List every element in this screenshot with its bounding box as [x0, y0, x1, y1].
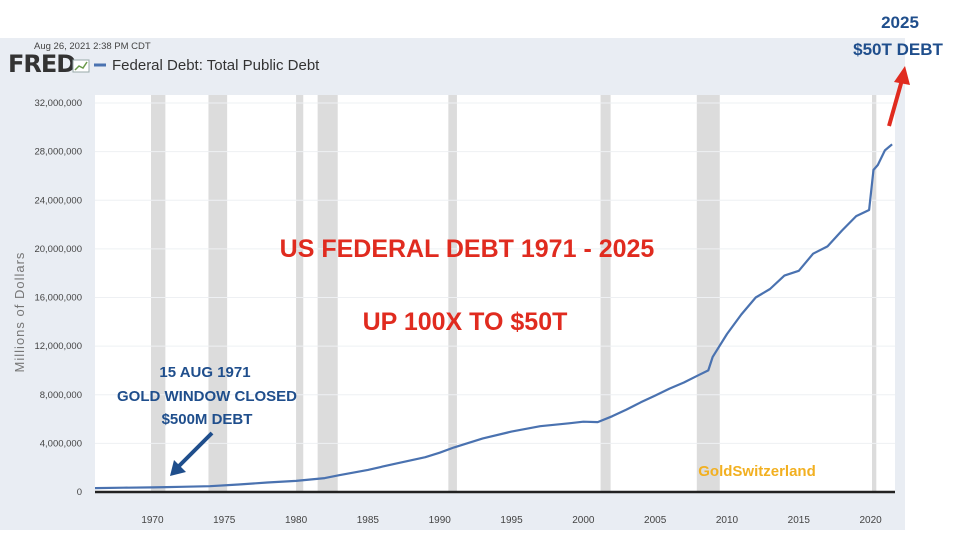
x-tick-label: 2010: [716, 515, 739, 526]
x-tick-label: 1990: [429, 515, 452, 526]
x-tick-label: 1975: [213, 515, 236, 526]
y-tick-label: 12,000,000: [34, 341, 82, 352]
x-axis-tick-labels: 1970 1975 1980 1985 1990 1995 2000 2005 2010 2015…: [141, 515, 882, 526]
watermark: GoldSwitzerland: [698, 463, 816, 480]
y-tick-label: 4,000,000: [40, 438, 82, 449]
x-tick-label: 2020: [859, 515, 882, 526]
y-tick-label: 28,000,000: [34, 147, 82, 158]
y-axis-label: Millions of Dollars: [12, 252, 27, 373]
x-tick-label: 1985: [357, 515, 380, 526]
headline: US FEDERAL DEBT 1971 - 2025: [280, 235, 655, 263]
recession-band-4: [448, 95, 457, 492]
projection-amount: $50T DEBT: [853, 40, 943, 59]
recession-band-5: [600, 95, 611, 492]
gold-window-arrow-icon: [170, 431, 214, 476]
x-tick-label: 2005: [644, 515, 667, 526]
x-tick-label: 2015: [788, 515, 811, 526]
gold-window-event: GOLD WINDOW CLOSED: [117, 388, 297, 405]
chart-icon: [72, 59, 90, 73]
y-axis-tick-labels: 0 4,000,000 8,000,000 12,000,000 16,000,000 2…: [34, 98, 82, 498]
gridlines: [95, 102, 895, 444]
y-tick-label: 20,000,000: [34, 244, 82, 255]
gold-window-date: 15 AUG 1971: [159, 364, 250, 381]
subhead: UP 100X TO $50T: [363, 308, 568, 336]
projection-year: 2025: [881, 13, 919, 32]
recession-band-7: [872, 95, 877, 492]
x-tick-label: 1970: [141, 515, 164, 526]
y-tick-label: 32,000,000: [34, 98, 82, 109]
projection-arrow-icon: [887, 66, 910, 127]
gold-window-debt: $500M DEBT: [162, 411, 253, 428]
y-tick-label: 0: [77, 487, 82, 498]
series-title: Federal Debt: Total Public Debt: [112, 57, 320, 74]
x-tick-label: 2000: [572, 515, 595, 526]
fred-logo: FRED: [8, 50, 75, 78]
y-tick-label: 16,000,000: [34, 293, 82, 304]
recession-bands: [151, 95, 877, 492]
recession-band-3: [317, 95, 338, 492]
x-tick-label: 1995: [500, 515, 523, 526]
y-tick-label: 8,000,000: [40, 390, 82, 401]
recession-band-6: [696, 95, 720, 492]
recession-band-2: [296, 95, 304, 492]
timestamp: Aug 26, 2021 2:38 PM CDT: [34, 41, 151, 52]
recession-band-1: [208, 95, 228, 492]
series-line: [94, 143, 893, 490]
x-tick-label: 1980: [285, 515, 308, 526]
y-tick-label: 24,000,000: [34, 195, 82, 206]
recession-band-0: [151, 95, 166, 492]
